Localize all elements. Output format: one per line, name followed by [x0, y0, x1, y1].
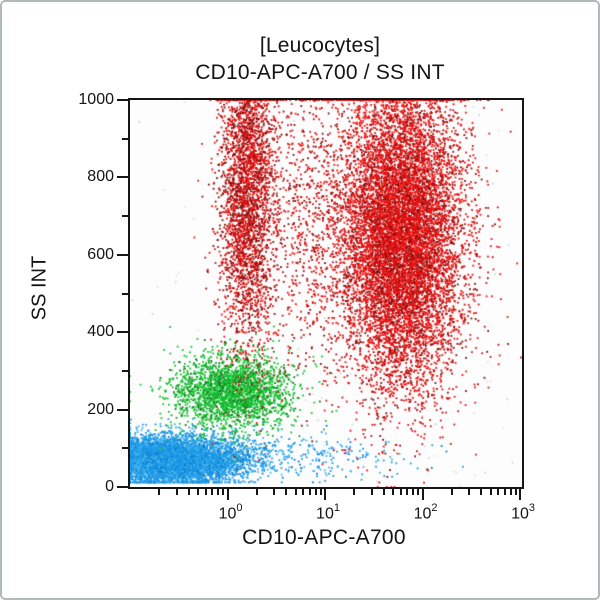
y-axis-tick: [122, 292, 128, 295]
x-axis-minor-tick: [158, 489, 161, 495]
x-axis-minor-tick: [412, 489, 415, 495]
parameters-title: CD10-APC-A700 / SS INT: [195, 61, 445, 84]
x-axis-minor-tick: [399, 489, 402, 495]
y-tick-label: 1000: [78, 91, 114, 108]
y-tick-label: 600: [87, 245, 114, 263]
x-axis-minor-tick: [255, 489, 258, 495]
x-axis-label: CD10-APC-A700: [242, 526, 406, 549]
x-axis-minor-tick: [273, 489, 276, 495]
x-tick-exponent: 0: [236, 502, 243, 514]
x-tick-label: 101: [316, 502, 340, 523]
x-axis-minor-tick: [417, 489, 420, 495]
x-tick-base: 10: [511, 505, 529, 523]
y-tick-label: 0: [105, 478, 114, 495]
x-axis-minor-tick: [294, 489, 297, 495]
x-tick-base: 10: [316, 505, 334, 523]
x-axis-major-tick: [324, 489, 327, 500]
y-axis-tick: [117, 253, 128, 256]
x-axis-minor-tick: [285, 489, 288, 495]
y-axis-tick: [122, 369, 128, 372]
y-axis-tick: [122, 215, 128, 218]
x-axis-minor-tick: [497, 489, 500, 495]
y-tick-label: 200: [87, 400, 114, 418]
x-axis-major-tick: [226, 489, 229, 500]
y-tick-label: 400: [87, 323, 114, 341]
x-axis-minor-tick: [489, 489, 492, 495]
x-tick-base: 10: [413, 505, 432, 523]
x-tick-base: 10: [218, 505, 237, 523]
x-axis-minor-tick: [370, 489, 373, 495]
x-axis-minor-tick: [503, 489, 506, 495]
x-axis-minor-tick: [314, 489, 317, 495]
y-axis-tick: [117, 331, 128, 334]
x-axis-minor-tick: [319, 489, 322, 495]
x-axis-minor-tick: [308, 489, 311, 495]
x-axis-minor-tick: [468, 489, 471, 495]
x-axis-minor-tick: [509, 489, 512, 495]
gate-title: [Leucocytes]: [259, 34, 381, 57]
x-axis-minor-tick: [480, 489, 483, 495]
x-axis-minor-tick: [450, 489, 453, 495]
x-axis-minor-tick: [197, 489, 200, 495]
y-axis-tick: [117, 99, 128, 101]
x-axis-minor-tick: [187, 489, 190, 495]
x-tick-label: 103: [511, 502, 536, 523]
plot-title-block: [Leucocytes] CD10-APC-A700 / SS INT: [38, 32, 598, 86]
y-axis-tick: [122, 447, 128, 450]
y-axis-tick: [122, 137, 128, 140]
x-tick-exponent: 1: [333, 502, 340, 514]
x-axis-minor-tick: [217, 489, 220, 495]
x-axis-minor-tick: [175, 489, 178, 495]
y-axis-tick: [117, 486, 128, 488]
x-axis-minor-tick: [302, 489, 305, 495]
x-axis-minor-tick: [514, 489, 517, 495]
y-tick-label: 800: [87, 168, 114, 186]
y-axis-label: SS INT: [28, 255, 51, 321]
x-axis-minor-tick: [392, 489, 395, 495]
x-axis-minor-tick: [204, 489, 207, 495]
x-axis-minor-tick: [406, 489, 409, 495]
y-axis-tick: [117, 176, 128, 179]
x-axis-minor-tick: [353, 489, 356, 495]
x-axis-minor-tick: [382, 489, 385, 495]
scatter-canvas: [130, 100, 522, 487]
x-axis-major-tick: [421, 489, 424, 500]
plot-frame: [128, 98, 524, 489]
x-tick-exponent: 3: [528, 502, 536, 514]
x-axis-minor-tick: [222, 489, 225, 495]
x-axis-major-tick: [519, 489, 522, 500]
x-axis-minor-tick: [211, 489, 214, 495]
x-tick-label: 102: [413, 502, 438, 523]
x-tick-exponent: 2: [431, 502, 438, 514]
x-tick-label: 100: [218, 502, 243, 523]
y-axis-tick: [117, 408, 128, 411]
